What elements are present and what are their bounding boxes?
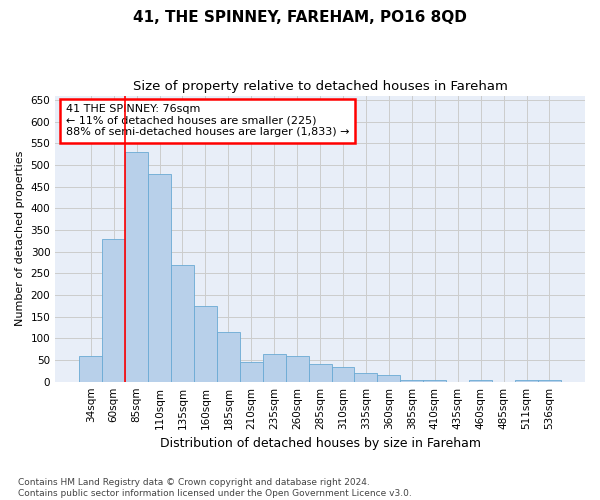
Bar [148, 174, 171, 382]
Bar [355, 373, 377, 382]
Y-axis label: Number of detached properties: Number of detached properties [15, 151, 25, 326]
Bar [377, 375, 400, 382]
Bar [171, 264, 194, 382]
Bar [538, 380, 561, 382]
Bar [308, 364, 332, 382]
Bar [286, 356, 308, 382]
Bar [469, 380, 492, 382]
Bar [332, 366, 355, 382]
X-axis label: Distribution of detached houses by size in Fareham: Distribution of detached houses by size … [160, 437, 481, 450]
Bar [194, 306, 217, 382]
Title: Size of property relative to detached houses in Fareham: Size of property relative to detached ho… [133, 80, 508, 93]
Text: 41, THE SPINNEY, FAREHAM, PO16 8QD: 41, THE SPINNEY, FAREHAM, PO16 8QD [133, 10, 467, 25]
Bar [400, 380, 423, 382]
Bar [515, 380, 538, 382]
Text: Contains HM Land Registry data © Crown copyright and database right 2024.
Contai: Contains HM Land Registry data © Crown c… [18, 478, 412, 498]
Bar [217, 332, 240, 382]
Bar [125, 152, 148, 382]
Text: 41 THE SPINNEY: 76sqm
← 11% of detached houses are smaller (225)
88% of semi-det: 41 THE SPINNEY: 76sqm ← 11% of detached … [66, 104, 349, 138]
Bar [423, 380, 446, 382]
Bar [79, 356, 102, 382]
Bar [102, 238, 125, 382]
Bar [240, 362, 263, 382]
Bar [263, 354, 286, 382]
